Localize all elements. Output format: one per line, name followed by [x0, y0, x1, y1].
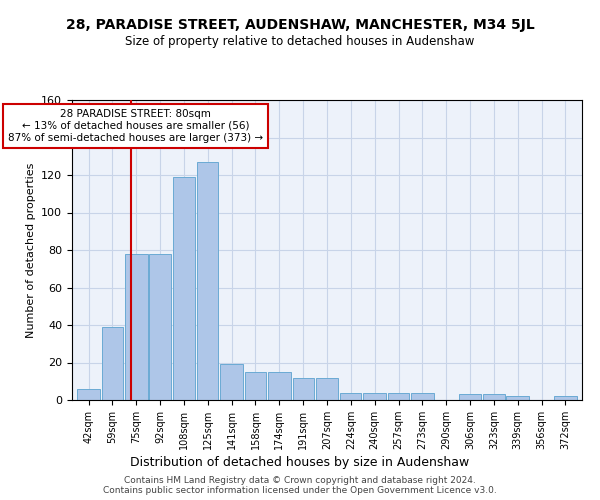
Bar [506, 396, 529, 400]
Bar [77, 389, 100, 400]
Bar [483, 394, 505, 400]
Bar [102, 327, 123, 400]
Text: 28 PARADISE STREET: 80sqm
← 13% of detached houses are smaller (56)
87% of semi-: 28 PARADISE STREET: 80sqm ← 13% of detac… [8, 110, 263, 142]
Text: Contains public sector information licensed under the Open Government Licence v3: Contains public sector information licen… [103, 486, 497, 495]
Bar [149, 254, 171, 400]
Text: Distribution of detached houses by size in Audenshaw: Distribution of detached houses by size … [130, 456, 470, 469]
Bar [293, 378, 314, 400]
Y-axis label: Number of detached properties: Number of detached properties [26, 162, 35, 338]
Bar [245, 372, 266, 400]
Text: 28, PARADISE STREET, AUDENSHAW, MANCHESTER, M34 5JL: 28, PARADISE STREET, AUDENSHAW, MANCHEST… [65, 18, 535, 32]
Bar [554, 396, 577, 400]
Bar [340, 392, 361, 400]
Text: Contains HM Land Registry data © Crown copyright and database right 2024.: Contains HM Land Registry data © Crown c… [124, 476, 476, 485]
Bar [388, 392, 409, 400]
Bar [173, 177, 195, 400]
Bar [411, 392, 434, 400]
Bar [197, 162, 218, 400]
Text: Size of property relative to detached houses in Audenshaw: Size of property relative to detached ho… [125, 35, 475, 48]
Bar [220, 364, 243, 400]
Bar [125, 254, 148, 400]
Bar [459, 394, 481, 400]
Bar [268, 372, 290, 400]
Bar [364, 392, 386, 400]
Bar [316, 378, 338, 400]
